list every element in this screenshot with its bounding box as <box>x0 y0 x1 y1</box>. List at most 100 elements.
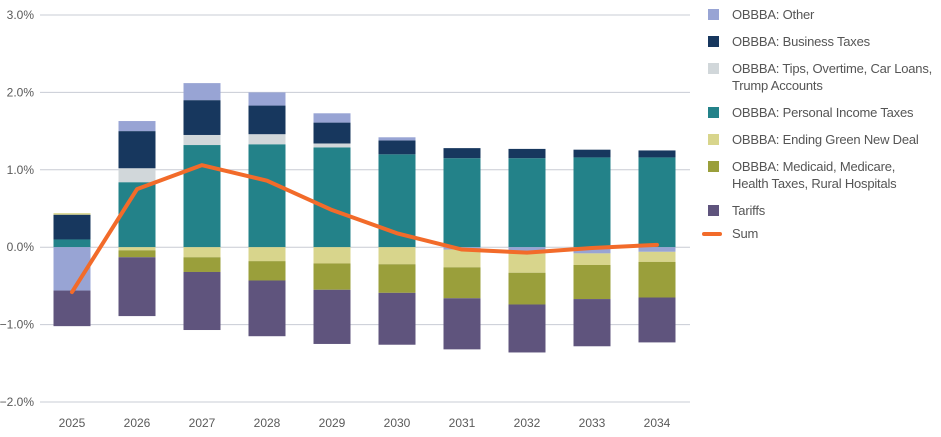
y-tick-label: 1.0% <box>7 163 35 177</box>
bar-segment-tariffs-2033 <box>573 299 611 347</box>
legend-item: OBBBA: Business Taxes <box>706 33 941 50</box>
bar-segment-green-2029 <box>313 247 351 264</box>
bar-segment-tariffs-2028 <box>248 280 286 337</box>
bars <box>53 83 676 353</box>
x-tick-label: 2026 <box>124 416 151 430</box>
legend-color-swatch <box>708 107 719 118</box>
legend-item: OBBBA: Ending Green New Deal <box>706 131 941 148</box>
legend-label: OBBBA: Business Taxes <box>732 34 870 49</box>
bar-segment-other-2028 <box>248 92 286 106</box>
bar-segment-personal-2029 <box>313 147 351 248</box>
bar-segment-green-2033 <box>573 253 611 266</box>
legend-label: Sum <box>732 226 759 241</box>
legend-color-swatch <box>708 161 719 172</box>
x-tick-label: 2032 <box>514 416 541 430</box>
bar-segment-tariffs-2034 <box>638 297 676 343</box>
bar-segment-business-2031 <box>443 148 481 159</box>
bar-segment-business-2030 <box>378 140 416 155</box>
bar-segment-business-2026 <box>118 131 156 169</box>
x-tick-label: 2031 <box>449 416 476 430</box>
bar-segment-business-2028 <box>248 105 286 135</box>
bar-segment-other-2032 <box>508 247 546 254</box>
y-tick-label: 0.0% <box>7 240 35 254</box>
legend-item: Sum <box>702 225 941 242</box>
y-tick-label: 2.0% <box>7 85 35 99</box>
legend-color-swatch <box>708 134 719 145</box>
bar-segment-business-2029 <box>313 122 351 144</box>
bar-segment-green-2030 <box>378 247 416 265</box>
legend-item: OBBBA: Other <box>706 6 941 23</box>
bar-segment-personal-2026 <box>118 182 156 248</box>
x-tick-label: 2028 <box>254 416 281 430</box>
bar-segment-personal-2034 <box>638 157 676 248</box>
y-tick-label: 3.0% <box>7 8 35 22</box>
legend-item: OBBBA: Personal Income Taxes <box>706 104 941 121</box>
sum-line-layer <box>70 163 659 295</box>
bar-segment-tips-2026 <box>118 168 156 183</box>
bar-segment-other-2029 <box>313 113 351 123</box>
bar-segment-medicaid-2028 <box>248 261 286 281</box>
bar-segment-medicaid-2034 <box>638 261 676 298</box>
legend-label: Health Taxes, Rural Hospitals <box>732 176 897 191</box>
bar-segment-personal-2028 <box>248 144 286 248</box>
bar-segment-business-2032 <box>508 148 546 159</box>
bar-segment-other-2027 <box>183 83 221 101</box>
bar-segment-green-2031 <box>443 249 481 268</box>
bar-segment-tariffs-2027 <box>183 271 221 331</box>
x-tick-label: 2034 <box>644 416 671 430</box>
y-tick-label: −2.0% <box>0 395 34 409</box>
legend-color-swatch <box>708 205 719 216</box>
legend-label: OBBBA: Tips, Overtime, Car Loans, <box>732 61 933 76</box>
bar-segment-personal-2025 <box>53 239 91 248</box>
bar-segment-business-2027 <box>183 100 221 135</box>
bar-segment-green-2027 <box>183 247 221 258</box>
bar-segment-tips-2029 <box>313 143 351 148</box>
bar-segment-medicaid-2026 <box>118 250 156 258</box>
bar-segment-medicaid-2032 <box>508 272 546 305</box>
bar-segment-other-2030 <box>378 137 416 141</box>
bar-segment-tariffs-2025 <box>53 290 91 327</box>
bar-segment-green-2028 <box>248 247 286 262</box>
legend-line-swatch <box>702 232 722 236</box>
legend-color-swatch <box>708 9 719 20</box>
x-tick-label: 2027 <box>189 416 216 430</box>
legend-label: Trump Accounts <box>732 78 823 93</box>
legend: OBBBA: Other OBBBA: Business Taxes OBBBA: … <box>702 6 941 252</box>
legend-label: OBBBA: Medicaid, Medicare, <box>732 159 896 174</box>
bar-segment-green-2026 <box>118 247 156 251</box>
legend-item: OBBBA: Medicaid, Medicare, Health Taxes, … <box>706 158 941 192</box>
bar-segment-medicaid-2030 <box>378 264 416 293</box>
bar-segment-green-2034 <box>638 251 676 262</box>
bar-segment-personal-2027 <box>183 145 221 248</box>
bar-segment-other-2026 <box>118 121 156 132</box>
bar-segment-business-2033 <box>573 149 611 158</box>
bar-segment-tips-2028 <box>248 134 286 145</box>
x-axis: 2025 2026 2027 2028 2029 2030 2031 2032 2033 2034 <box>59 416 671 430</box>
legend-label: OBBBA: Ending Green New Deal <box>732 132 919 147</box>
x-tick-label: 2029 <box>319 416 346 430</box>
legend-color-swatch <box>708 36 719 47</box>
x-tick-label: 2030 <box>384 416 411 430</box>
bar-segment-green-2025 <box>53 213 91 215</box>
sum-line <box>70 163 659 295</box>
legend-item: OBBBA: Tips, Overtime, Car Loans, Trump A… <box>706 60 941 94</box>
bar-segment-medicaid-2029 <box>313 263 351 290</box>
bar-segment-medicaid-2031 <box>443 267 481 299</box>
bar-segment-tariffs-2029 <box>313 289 351 344</box>
legend-label: OBBBA: Personal Income Taxes <box>732 105 914 120</box>
bar-segment-other-2033 <box>573 247 611 254</box>
bar-segment-personal-2032 <box>508 158 546 248</box>
bar-segment-personal-2033 <box>573 157 611 248</box>
y-axis: 3.0% 2.0% 1.0% 0.0% −1.0% −2.0% <box>0 8 34 409</box>
bar-segment-tariffs-2032 <box>508 304 546 353</box>
bar-segment-medicaid-2033 <box>573 265 611 300</box>
bar-segment-business-2034 <box>638 150 676 158</box>
legend-item: Tariffs <box>706 202 941 219</box>
bar-segment-personal-2031 <box>443 158 481 248</box>
x-tick-label: 2025 <box>59 416 86 430</box>
y-tick-label: −1.0% <box>0 318 34 332</box>
bar-segment-tariffs-2026 <box>118 257 156 317</box>
legend-color-swatch <box>708 63 719 74</box>
bar-segment-other-2034 <box>638 247 676 252</box>
